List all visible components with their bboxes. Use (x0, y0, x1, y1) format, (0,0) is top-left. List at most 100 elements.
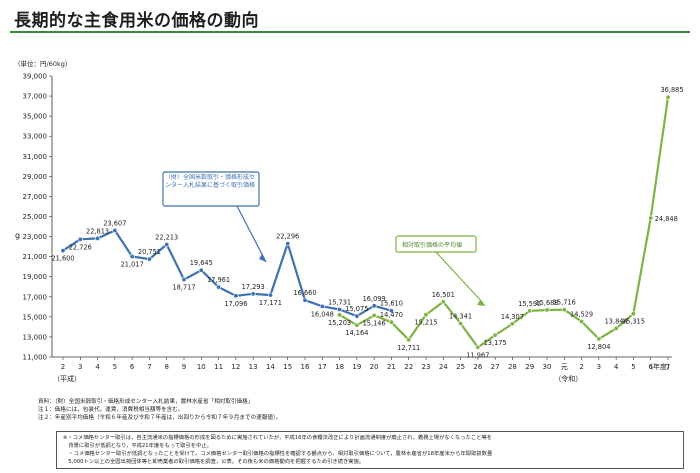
era-label: （平成） (53, 374, 81, 383)
source-note: 資料：（財）全国米穀取引・価格形成センター入札結果，農林水産省「相対取引価格」 (38, 399, 254, 405)
x-tick-label: 23 (422, 363, 431, 371)
data-label: 15,315 (622, 318, 645, 326)
blue-callout-text: （財）全国米穀取引・価格形成センター入札結果に基づく取引価格 (165, 174, 256, 189)
data-point (337, 307, 343, 313)
x-tick-label: 6 (130, 363, 135, 371)
data-point (388, 308, 394, 314)
data-label: 17,961 (207, 276, 230, 284)
source-notes: 資料：（財）全国米穀取引・価格形成センター入札結果，農林水産省「相対取引価格」 … (38, 398, 638, 423)
data-label: 21,600 (51, 255, 74, 263)
data-label: 15,688 (535, 299, 558, 307)
data-label: 16,660 (293, 289, 316, 297)
data-label: 11,967 (466, 351, 489, 359)
era-label: （令和） (554, 374, 582, 383)
x-tick-label: 9 (182, 363, 186, 371)
y-tick-label: 13,000 (23, 333, 48, 341)
data-label: 15,610 (380, 300, 403, 308)
y-tick-label: 19,000 (23, 273, 48, 281)
x-tick-label: 8 (164, 363, 168, 371)
x-tick-label: 11 (214, 363, 223, 371)
data-point (388, 319, 394, 325)
x-tick-label: 29 (525, 363, 534, 371)
y-tick-label: 17,000 (23, 293, 48, 301)
data-label: 20,751 (138, 248, 161, 256)
note-1: 注１：価格には，包装代，運賃，消費税相当額等を含む。 (38, 407, 184, 414)
remark-line-1: ※・コメ価格センター取引は，自主流通米の指標価格の形成を図るために実施されていた… (63, 435, 493, 441)
data-label: 14,470 (380, 311, 403, 319)
x-tick-label: 27 (491, 363, 500, 371)
y-tick-label: 27,000 (23, 193, 48, 201)
data-label: 16,048 (311, 310, 334, 318)
x-tick-label: 18 (335, 363, 344, 371)
x-tick-label: 3 (78, 363, 82, 371)
series-line-2 (339, 97, 670, 349)
y-tick-label: 11,000 (23, 354, 48, 362)
data-label: 19,645 (190, 259, 213, 267)
x-tick-label: 26 (473, 363, 482, 371)
data-point (354, 322, 360, 328)
data-label: 12,711 (397, 344, 420, 352)
data-label: 14,307 (501, 313, 524, 321)
x-tick-label: 15 (283, 363, 292, 371)
data-point (406, 337, 412, 343)
data-point (458, 320, 464, 326)
series-line-1 (62, 229, 392, 318)
data-label: 17,171 (259, 299, 282, 307)
y-tick-label: 37,000 (23, 93, 48, 101)
y-tick-label: 33,000 (23, 133, 48, 141)
data-label: 22,296 (276, 233, 299, 241)
x-tick-label: 17 (318, 363, 327, 371)
data-point (423, 312, 429, 318)
x-tick-label: 4 (95, 363, 100, 371)
x-tick-label: 12 (231, 363, 240, 371)
title-divider (10, 31, 690, 33)
data-label: 24,848 (655, 215, 678, 223)
data-label: 22,813 (86, 227, 109, 235)
x-tick-label: 13 (249, 363, 258, 371)
data-label: 13,175 (484, 339, 507, 347)
y-tick-label: 21,000 (23, 253, 48, 261)
remarks-box: ※・コメ価格センター取引は，自主流通米の指標価格の形成を図るために実施されていた… (56, 431, 684, 469)
y-tick-label: 25,000 (23, 213, 48, 221)
data-label: 15,595 (518, 300, 541, 308)
chart-axes: 11,000 13,000 15,000 17,000 19,000 21,000 23,0… (23, 73, 675, 384)
data-point (164, 241, 170, 247)
note-2: 注２：年産別平均価格（令和６年産及び令和７年産は，出回りから令和７年９月までの速… (38, 415, 282, 422)
data-label: 15,731 (328, 299, 351, 307)
remark-line-3: ・コメ価格センター取引が低調となったことを受けて，コメ価格センター取引価格の指標… (63, 451, 493, 457)
data-point (371, 303, 377, 309)
remark-line-4: 5,000トン以上の全国出荷団体等と卸売業者の取引価格を調査，公表。その後も米の… (63, 459, 365, 465)
data-label: 17,293 (242, 283, 265, 291)
data-point (95, 235, 101, 241)
price-line-chart: （単位：円/60kg） g 11,000 13,000 15,000 17,000 19… (14, 59, 684, 384)
data-point (561, 307, 567, 313)
data-point (267, 292, 273, 298)
data-point (665, 94, 671, 100)
x-tick-label: 5 (113, 363, 117, 371)
data-label: 12,804 (587, 343, 610, 351)
remark-line-2: 背景に取引が低調となり，平成21年度をもって取引を中止。 (63, 443, 212, 449)
x-tick-label: 22 (404, 363, 413, 371)
x-tick-label: 24 (439, 363, 448, 371)
data-point (198, 267, 204, 273)
y-axis-label: g (15, 231, 20, 240)
data-point (544, 307, 550, 313)
data-point (77, 236, 83, 242)
x-tick-label: 3 (597, 363, 601, 371)
data-point (146, 256, 152, 262)
data-point (285, 241, 291, 247)
data-point (648, 215, 654, 221)
data-point (509, 321, 515, 327)
data-point (613, 325, 619, 331)
x-axis-label: （年度） (646, 362, 674, 371)
data-point (233, 293, 239, 299)
data-label: 15,215 (414, 319, 437, 327)
data-point (319, 303, 325, 309)
data-label: 22,213 (155, 233, 178, 241)
data-label: 15,075 (345, 305, 368, 313)
data-label: 23,607 (103, 219, 126, 227)
unit-label: （単位：円/60kg） (14, 59, 71, 68)
data-point (337, 312, 343, 318)
blue-series-callout: （財）全国米穀取引・価格形成センター入札結果に基づく取引価格 (162, 171, 267, 263)
data-point (302, 297, 308, 303)
